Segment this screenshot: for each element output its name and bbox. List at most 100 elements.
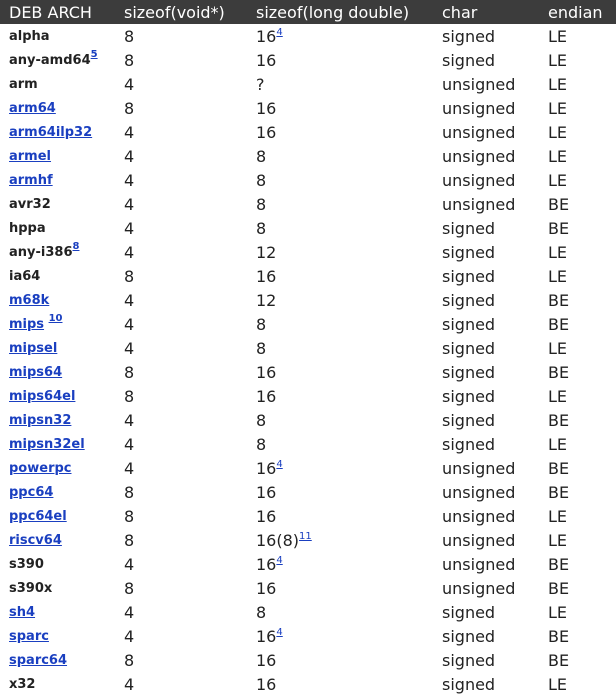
footnote-link[interactable]: 10: [48, 312, 63, 324]
arch-link[interactable]: sparc: [9, 628, 49, 644]
endian-cell: LE: [548, 434, 568, 454]
arch-cell: sparc: [0, 624, 124, 648]
endian-cell: BE: [548, 314, 570, 334]
arch-cell: m68k: [0, 288, 124, 312]
arch-name: x32: [9, 676, 36, 692]
table-row: ppc64el 8 16 unsigned LE: [0, 504, 616, 528]
endian-cell: BE: [548, 650, 570, 670]
table-row: ia64 8 16 signed LE: [0, 264, 616, 288]
long-double-value: 16: [256, 362, 277, 382]
arch-link[interactable]: arm64: [9, 100, 56, 116]
arch-link[interactable]: riscv64: [9, 532, 62, 548]
arch-cell: armel: [0, 144, 124, 168]
arch-name: ia64: [9, 268, 41, 284]
endian-cell: BE: [548, 578, 570, 598]
footnote-link[interactable]: 4: [276, 626, 283, 638]
arch-link[interactable]: armhf: [9, 172, 53, 188]
char-cell: signed: [442, 218, 496, 238]
char-cell: unsigned: [442, 458, 516, 478]
arch-link[interactable]: ppc64: [9, 484, 54, 500]
char-cell: unsigned: [442, 98, 516, 118]
char-cell: unsigned: [442, 170, 516, 190]
arch-name: s390: [9, 556, 44, 572]
void-size-cell: 8: [124, 98, 135, 118]
void-size-cell: 4: [124, 410, 135, 430]
long-double-value: 8: [256, 170, 267, 190]
table-row: sparc 4 164 signed BE: [0, 624, 616, 648]
endian-cell: BE: [548, 554, 570, 574]
endian-cell: LE: [548, 602, 568, 622]
arch-cell: sh4: [0, 600, 124, 624]
table-row: arm64 8 16 unsigned LE: [0, 96, 616, 120]
table-row: sh4 4 8 signed LE: [0, 600, 616, 624]
long-double-cell: 164: [256, 624, 442, 648]
arch-cell: any-amd645: [0, 48, 124, 72]
void-size-cell: 8: [124, 650, 135, 670]
long-double-value: 16: [256, 50, 277, 70]
endian-cell: BE: [548, 362, 570, 382]
char-cell: signed: [442, 290, 496, 310]
arch-link[interactable]: mipsn32: [9, 412, 72, 428]
char-cell: signed: [442, 434, 496, 454]
arch-link[interactable]: powerpc: [9, 460, 72, 476]
arch-link[interactable]: m68k: [9, 292, 50, 308]
table-row: s390 4 164 unsigned BE: [0, 552, 616, 576]
table-row: powerpc 4 164 unsigned BE: [0, 456, 616, 480]
arch-cell: riscv64: [0, 528, 124, 552]
arch-link[interactable]: ppc64el: [9, 508, 67, 524]
char-cell: unsigned: [442, 578, 516, 598]
arch-link[interactable]: mips64el: [9, 388, 76, 404]
arch-link[interactable]: sparc64: [9, 652, 68, 668]
long-double-cell: 16: [256, 384, 442, 408]
arch-link[interactable]: arm64ilp32: [9, 124, 93, 140]
long-double-value: 8: [256, 218, 267, 238]
long-double-cell: 16: [256, 576, 442, 600]
long-double-value: 8: [256, 314, 267, 334]
long-double-cell: 8: [256, 216, 442, 240]
long-double-cell: 12: [256, 240, 442, 264]
arch-name: alpha: [9, 28, 50, 44]
arch-cell: avr32: [0, 192, 124, 216]
long-double-cell: 8: [256, 408, 442, 432]
long-double-value: 16: [256, 122, 277, 142]
table-row: armhf 4 8 unsigned LE: [0, 168, 616, 192]
void-size-cell: 4: [124, 554, 135, 574]
footnote-link[interactable]: 5: [90, 48, 98, 60]
arch-cell: s390x: [0, 576, 124, 600]
arch-link[interactable]: mipsel: [9, 340, 58, 356]
char-cell: unsigned: [442, 146, 516, 166]
arch-link[interactable]: armel: [9, 148, 52, 164]
header-endian: endian: [548, 0, 616, 24]
arch-cell: any-i3868: [0, 240, 124, 264]
char-cell: signed: [442, 314, 496, 334]
char-cell: signed: [442, 338, 496, 358]
arch-link[interactable]: mipsn32el: [9, 436, 85, 452]
table-row: riscv64 8 16(8)11 unsigned LE: [0, 528, 616, 552]
long-double-cell: 16: [256, 48, 442, 72]
long-double-cell: 8: [256, 600, 442, 624]
footnote-link[interactable]: 11: [299, 530, 312, 542]
long-double-cell: 16: [256, 504, 442, 528]
endian-cell: BE: [548, 194, 570, 214]
endian-cell: BE: [548, 458, 570, 478]
arch-link[interactable]: mips: [9, 316, 45, 332]
long-double-value: 8: [256, 602, 267, 622]
endian-cell: BE: [548, 218, 570, 238]
long-double-value: 16: [256, 650, 277, 670]
long-double-value: 8: [256, 338, 267, 358]
header-row: DEB ARCH sizeof(void*) sizeof(long doubl…: [0, 0, 616, 24]
endian-cell: LE: [548, 98, 568, 118]
footnote-link[interactable]: 4: [276, 458, 283, 470]
long-double-value: 12: [256, 242, 277, 262]
long-double-value: 16: [256, 506, 277, 526]
arch-link[interactable]: mips64: [9, 364, 63, 380]
char-cell: unsigned: [442, 194, 516, 214]
footnote-link[interactable]: 8: [72, 240, 80, 252]
arch-link[interactable]: sh4: [9, 604, 36, 620]
endian-cell: LE: [548, 146, 568, 166]
long-double-value: 16(8): [256, 530, 300, 550]
footnote-link[interactable]: 4: [276, 554, 283, 566]
long-double-value: 16: [256, 386, 277, 406]
void-size-cell: 8: [124, 26, 135, 46]
footnote-link[interactable]: 4: [276, 26, 283, 38]
